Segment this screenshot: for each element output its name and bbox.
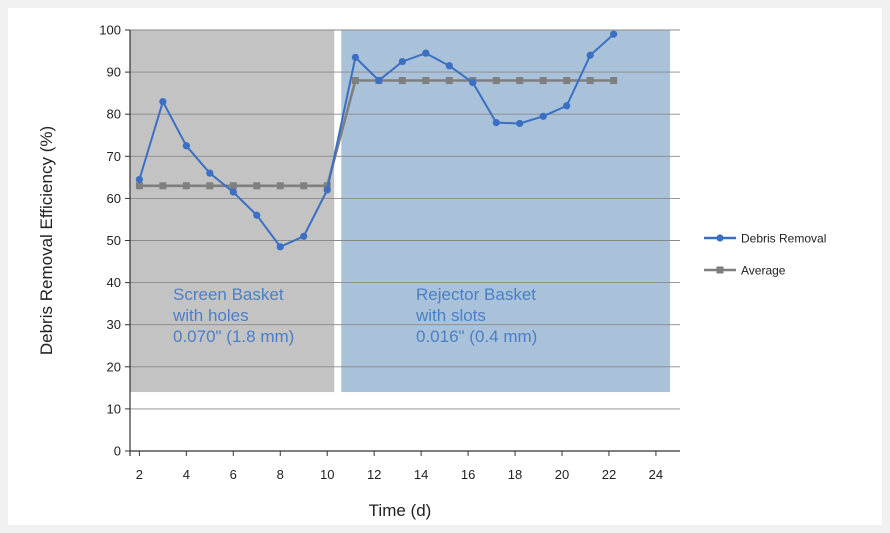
y-tick-label: 40	[107, 275, 121, 290]
x-tick-label: 14	[414, 467, 428, 482]
data-point-average	[276, 182, 284, 190]
data-point-debris-removal	[351, 53, 359, 61]
y-tick-label: 10	[107, 401, 121, 416]
data-point-debris-removal	[610, 30, 618, 38]
region-label-2: Rejector Basket with slots 0.016" (0.4 mm)	[415, 285, 537, 346]
data-point-average	[422, 77, 430, 85]
y-axis-title: Debris Removal Efficiency (%)	[37, 126, 56, 355]
y-tick-label: 0	[114, 444, 121, 459]
region-label-line: 0.016" (0.4 mm)	[416, 327, 537, 346]
region-label-line: 0.070" (1.8 mm)	[173, 327, 294, 346]
data-point-average	[182, 182, 190, 190]
x-tick-label: 22	[602, 467, 616, 482]
legend-marker-square	[716, 266, 724, 274]
data-point-debris-removal	[492, 119, 500, 127]
region-label-1: Screen Basket with holes 0.070" (1.8 mm)	[172, 285, 294, 346]
x-tick-label: 10	[320, 467, 334, 482]
data-point-average	[206, 182, 214, 190]
data-point-average	[492, 77, 500, 85]
region-background-1	[130, 30, 335, 393]
data-point-debris-removal	[516, 119, 524, 128]
x-tick-label: 8	[277, 467, 284, 482]
data-point-debris-removal	[206, 169, 214, 177]
x-tick-label: 12	[367, 467, 381, 482]
y-tick-label: 90	[107, 65, 121, 80]
region-background-2	[341, 30, 670, 393]
data-point-debris-removal	[375, 76, 383, 85]
data-point-average	[159, 182, 167, 190]
data-point-debris-removal	[323, 186, 331, 194]
data-point-average	[610, 77, 618, 85]
data-point-debris-removal	[563, 102, 571, 110]
data-point-debris-removal	[422, 49, 430, 57]
x-tick-label: 20	[555, 467, 569, 482]
x-tick-label: 24	[649, 467, 663, 482]
region-label-line: with holes	[172, 306, 249, 325]
data-point-average	[135, 182, 143, 190]
y-tick-label: 80	[107, 107, 121, 122]
data-point-average	[351, 77, 359, 85]
region-label-line: with slots	[415, 306, 486, 325]
data-point-debris-removal	[445, 62, 453, 70]
legend-marker-circle	[716, 234, 724, 242]
x-tick-label: 16	[461, 467, 475, 482]
data-point-debris-removal	[398, 57, 406, 66]
data-point-debris-removal	[539, 112, 547, 120]
y-tick-label: 100	[99, 23, 121, 38]
data-point-debris-removal	[182, 142, 190, 150]
y-tick-label: 50	[107, 233, 121, 248]
legend-label: Debris Removal	[741, 232, 826, 246]
legend-label: Average	[741, 264, 786, 278]
chart-stage: 0 10 20 30 40 50 60 70 80 90 100 2 4 6 8 10 12 14 16 18 20 22…	[8, 8, 882, 525]
data-point-average	[398, 77, 406, 85]
x-tick-label: 6	[230, 467, 237, 482]
data-point-debris-removal	[276, 243, 284, 251]
region-label-line: Screen Basket	[173, 285, 284, 304]
data-point-average	[563, 77, 571, 85]
data-point-debris-removal	[469, 79, 477, 87]
data-point-average	[516, 77, 524, 85]
data-point-debris-removal	[300, 232, 308, 240]
y-tick-label: 70	[107, 149, 121, 164]
x-axis-title: Time (d)	[369, 501, 432, 520]
data-point-average	[253, 182, 261, 190]
y-tick-label: 60	[107, 191, 121, 206]
data-point-debris-removal	[229, 188, 237, 196]
y-tick-label: 30	[107, 317, 121, 332]
data-point-average	[445, 77, 453, 85]
x-tick-label: 18	[508, 467, 522, 482]
data-point-debris-removal	[135, 175, 143, 184]
data-point-average	[539, 77, 547, 85]
y-tick-label: 20	[107, 359, 121, 374]
data-point-average	[300, 182, 308, 190]
data-point-debris-removal	[586, 51, 594, 59]
data-point-average	[229, 182, 237, 190]
region-label-line: Rejector Basket	[416, 285, 536, 304]
data-point-debris-removal	[253, 211, 261, 219]
data-point-average	[586, 77, 594, 85]
x-tick-label: 4	[183, 467, 190, 482]
data-point-debris-removal	[159, 97, 167, 106]
x-tick-label: 2	[136, 467, 143, 482]
